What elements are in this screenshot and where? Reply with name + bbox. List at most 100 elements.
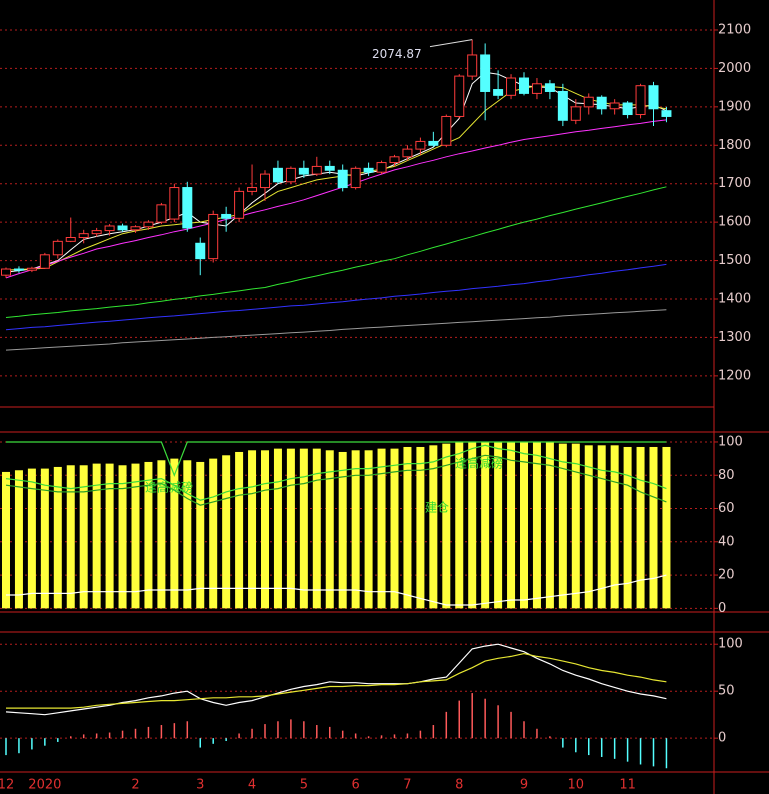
bar [364, 450, 373, 609]
candle-body [493, 89, 504, 96]
bar [429, 445, 438, 609]
candle-body [337, 169, 348, 189]
candle-body [26, 267, 37, 271]
bar [623, 446, 632, 609]
bar [662, 446, 671, 609]
candle-body [65, 237, 76, 242]
bar [66, 465, 75, 609]
candle-body [531, 83, 542, 94]
bar [338, 451, 347, 609]
y-tick-label: 2100 [718, 22, 751, 37]
y-tick-label: 1300 [718, 330, 751, 345]
bar [377, 448, 386, 609]
annotation: 逢高减磅 [455, 456, 503, 471]
x-tick-label: 12 [0, 778, 14, 793]
candle-body [208, 213, 219, 260]
candle-body [39, 254, 50, 269]
bar [196, 461, 205, 609]
candle-body [363, 167, 374, 173]
y-tick-label: 80 [718, 468, 735, 483]
y-tick-label: 40 [718, 534, 735, 549]
bar [27, 468, 36, 609]
bar [455, 441, 464, 609]
indicator-line [5, 119, 667, 279]
y-tick-label: 60 [718, 501, 735, 516]
bar [79, 465, 88, 609]
bar [53, 466, 62, 609]
y-tick-label: 1200 [718, 368, 751, 383]
x-tick-label: 6 [352, 778, 360, 793]
candle-body [247, 187, 258, 192]
candle-body [169, 187, 180, 220]
indicator-line [5, 85, 667, 271]
candle-body [570, 106, 581, 121]
x-tick-label: 4 [248, 778, 256, 793]
bar [325, 450, 334, 609]
bar [597, 445, 606, 609]
bar [261, 450, 269, 609]
candle-body [104, 225, 115, 232]
bar [2, 471, 10, 609]
candle-body [195, 242, 206, 260]
annotation: 逢高减磅 [145, 480, 193, 495]
bar [209, 458, 218, 609]
indicator-line [6, 574, 667, 606]
candle-body [402, 148, 413, 158]
candle-body [52, 240, 63, 256]
candle-body [260, 173, 270, 189]
indicator-line [5, 186, 667, 318]
y-tick-label: 100 [718, 637, 743, 652]
x-tick-label: 11 [619, 778, 636, 793]
candle-body [544, 83, 555, 92]
y-tick-label: 1500 [718, 253, 751, 268]
bar [144, 461, 153, 609]
indicator-line [5, 309, 667, 351]
bar [235, 451, 244, 609]
bar [649, 446, 658, 609]
bar [351, 450, 360, 609]
candle-body [324, 165, 335, 171]
candle-body [376, 162, 387, 173]
bar [390, 448, 399, 609]
x-tick-label: 8 [455, 778, 463, 793]
candle-body [13, 268, 24, 271]
y-tick-label: 50 [718, 684, 735, 699]
bar [131, 463, 140, 609]
bar [14, 470, 23, 609]
bar [105, 463, 114, 609]
candle-body [609, 102, 620, 110]
annotation: 2074.87 [372, 47, 422, 61]
candle-body [622, 102, 633, 116]
y-tick-label: 20 [718, 568, 735, 583]
candle-body [648, 85, 659, 110]
candle-body [467, 54, 478, 77]
candle-body [78, 233, 89, 239]
y-tick-label: 2000 [718, 61, 751, 76]
candle-body [182, 187, 193, 229]
bar [286, 448, 295, 609]
candle-body [272, 167, 283, 183]
bar [118, 465, 127, 609]
bar [610, 445, 619, 609]
candle-body [285, 167, 296, 183]
candle-body [557, 90, 568, 121]
bar [170, 458, 179, 609]
indicator-line [6, 652, 667, 709]
y-tick-label: 1400 [718, 292, 751, 307]
bar [494, 441, 503, 609]
bar [157, 460, 166, 609]
indicator-line [5, 444, 667, 501]
bar [92, 463, 101, 609]
candle-body [234, 190, 245, 219]
bar [40, 468, 49, 609]
indicator-line [5, 454, 667, 506]
bar [636, 446, 645, 609]
y-tick-label: 1700 [718, 176, 751, 191]
bar [273, 448, 282, 609]
x-tick-label: 5 [300, 778, 308, 793]
candle-body [583, 96, 594, 108]
bar [442, 443, 451, 609]
indicator-line [6, 441, 667, 477]
bar [571, 443, 580, 609]
